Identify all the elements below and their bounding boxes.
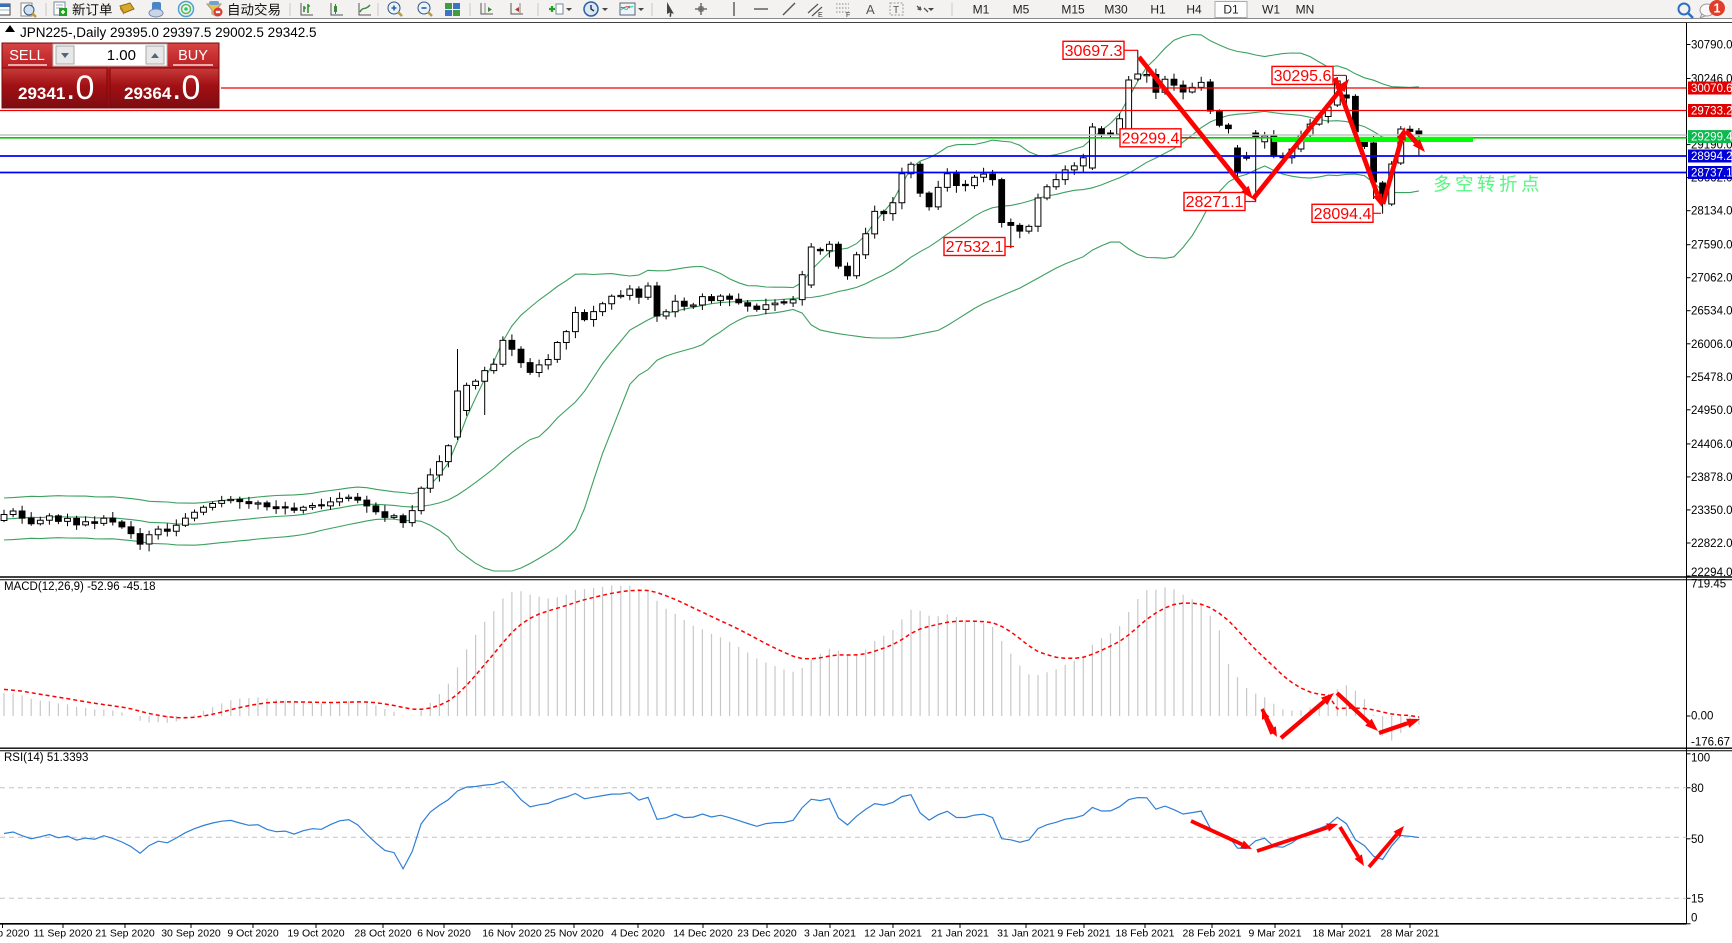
svg-text:M1: M1 <box>973 3 990 17</box>
svg-text:23 Dec 2020: 23 Dec 2020 <box>737 928 797 940</box>
svg-text:21 Sep 2020: 21 Sep 2020 <box>95 928 155 940</box>
svg-text:0: 0 <box>1691 913 1697 925</box>
svg-text:W1: W1 <box>1262 3 1280 17</box>
svg-text:2 Sep 2020: 2 Sep 2020 <box>0 928 30 940</box>
svg-text:1.00: 1.00 <box>107 47 136 64</box>
svg-text:14 Dec 2020: 14 Dec 2020 <box>673 928 733 940</box>
svg-text:D1: D1 <box>1223 3 1239 17</box>
svg-text:F: F <box>846 12 850 19</box>
svg-text:29364: 29364 <box>124 84 172 103</box>
svg-text:28 Feb 2021: 28 Feb 2021 <box>1183 928 1242 940</box>
svg-text:MN: MN <box>1296 3 1315 17</box>
svg-text:0.00: 0.00 <box>1691 711 1713 723</box>
svg-text:25478.0: 25478.0 <box>1691 372 1732 384</box>
svg-text:1: 1 <box>1714 2 1721 16</box>
svg-text:24406.0: 24406.0 <box>1691 439 1732 451</box>
svg-text:28094.4: 28094.4 <box>1314 206 1372 223</box>
svg-text:30295.6: 30295.6 <box>1274 68 1332 85</box>
svg-text:24950.0: 24950.0 <box>1691 405 1732 417</box>
svg-text:JPN225-,Daily 29395.0 29397.5: JPN225-,Daily 29395.0 29397.5 29002.5 29… <box>20 25 316 40</box>
svg-text:25 Nov 2020: 25 Nov 2020 <box>544 928 604 940</box>
svg-text:100: 100 <box>1691 753 1710 765</box>
svg-text:4 Dec 2020: 4 Dec 2020 <box>611 928 665 940</box>
svg-text:29733.2: 29733.2 <box>1691 106 1732 118</box>
svg-text:28271.1: 28271.1 <box>1186 194 1244 211</box>
svg-text:80: 80 <box>1691 783 1704 795</box>
svg-text:28 Mar 2021: 28 Mar 2021 <box>1381 928 1440 940</box>
svg-text:BUY: BUY <box>178 48 208 64</box>
svg-text:23878.0: 23878.0 <box>1691 472 1732 484</box>
svg-text:RSI(14) 51.3393: RSI(14) 51.3393 <box>4 752 88 764</box>
svg-text:E: E <box>818 12 823 19</box>
svg-text:3 Jan 2021: 3 Jan 2021 <box>804 928 856 940</box>
svg-text:27532.1: 27532.1 <box>946 239 1004 256</box>
svg-text:30 Sep 2020: 30 Sep 2020 <box>161 928 221 940</box>
svg-text:12 Jan 2021: 12 Jan 2021 <box>864 928 922 940</box>
svg-text:M30: M30 <box>1104 3 1128 17</box>
svg-text:28134.0: 28134.0 <box>1691 206 1732 218</box>
svg-text:15: 15 <box>1691 893 1704 905</box>
svg-text:31 Jan 2021: 31 Jan 2021 <box>997 928 1055 940</box>
svg-text:29299.4: 29299.4 <box>1122 130 1180 147</box>
svg-text:22294.0: 22294.0 <box>1691 567 1732 579</box>
svg-text:.0: .0 <box>66 69 94 107</box>
svg-text:29341: 29341 <box>18 84 65 103</box>
svg-text:18 Mar 2021: 18 Mar 2021 <box>1313 928 1372 940</box>
svg-text:H4: H4 <box>1186 3 1202 17</box>
svg-text:SELL: SELL <box>9 48 44 64</box>
svg-text:T: T <box>893 5 899 16</box>
svg-text:26006.0: 26006.0 <box>1691 339 1732 351</box>
svg-text:16 Nov 2020: 16 Nov 2020 <box>482 928 542 940</box>
svg-text:.0: .0 <box>172 69 200 107</box>
svg-text:27062.0: 27062.0 <box>1691 273 1732 285</box>
svg-text:29299.4: 29299.4 <box>1691 132 1732 144</box>
svg-text:26534.0: 26534.0 <box>1691 306 1732 318</box>
svg-text:27590.0: 27590.0 <box>1691 240 1732 252</box>
svg-text:9 Oct 2020: 9 Oct 2020 <box>227 928 279 940</box>
svg-text:30070.6: 30070.6 <box>1691 83 1732 95</box>
svg-text:22822.0: 22822.0 <box>1691 538 1732 550</box>
svg-text:M5: M5 <box>1013 3 1030 17</box>
svg-text:28994.2: 28994.2 <box>1691 151 1732 163</box>
svg-text:6 Nov 2020: 6 Nov 2020 <box>417 928 471 940</box>
svg-text:MACD(12,26,9) -52.96 -45.18: MACD(12,26,9) -52.96 -45.18 <box>4 581 156 593</box>
svg-text:21 Jan 2021: 21 Jan 2021 <box>931 928 989 940</box>
svg-text:11 Sep 2020: 11 Sep 2020 <box>34 928 93 940</box>
svg-text:30790.0: 30790.0 <box>1691 40 1732 52</box>
svg-text:30697.3: 30697.3 <box>1065 43 1123 60</box>
svg-text:50: 50 <box>1691 834 1704 846</box>
svg-text:9 Feb 2021: 9 Feb 2021 <box>1057 928 1110 940</box>
svg-text:-176.67: -176.67 <box>1691 737 1730 749</box>
svg-text:19 Oct 2020: 19 Oct 2020 <box>287 928 344 940</box>
svg-text:28 Oct 2020: 28 Oct 2020 <box>354 928 411 940</box>
svg-text:18 Feb 2021: 18 Feb 2021 <box>1116 928 1175 940</box>
svg-text:A: A <box>866 2 875 17</box>
svg-text:23350.0: 23350.0 <box>1691 505 1732 517</box>
svg-text:28737.1: 28737.1 <box>1691 168 1732 180</box>
svg-text:719.45: 719.45 <box>1691 579 1726 591</box>
svg-text:H1: H1 <box>1150 3 1166 17</box>
svg-text:9 Mar 2021: 9 Mar 2021 <box>1248 928 1301 940</box>
svg-text:M15: M15 <box>1061 3 1085 17</box>
